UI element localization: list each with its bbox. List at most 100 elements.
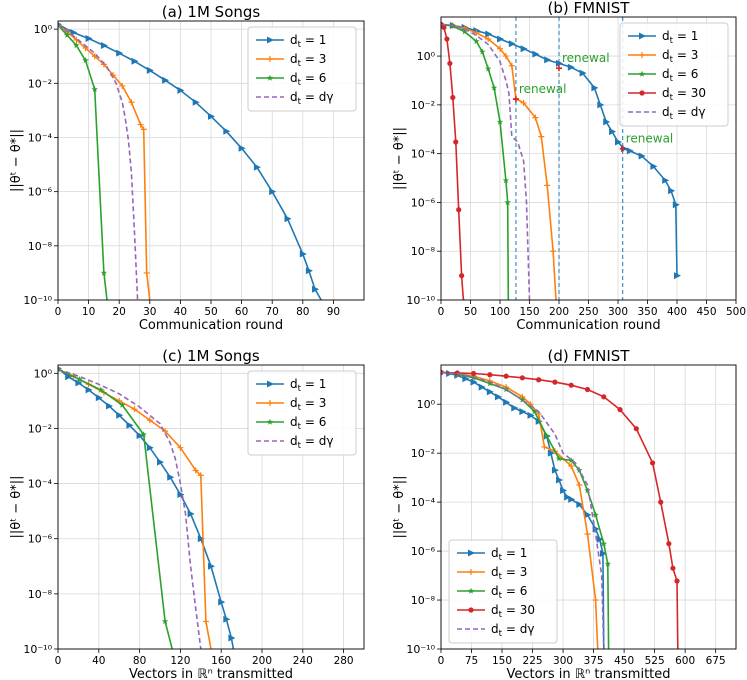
chart-title: (d) FMNIST <box>548 347 631 365</box>
legend-item: dt = 3 <box>256 396 326 413</box>
legend-item: dt = 1 <box>256 33 326 50</box>
data-point <box>670 565 676 571</box>
data-point <box>604 560 612 567</box>
legend-label: dt = 6 <box>290 415 326 432</box>
data-point <box>503 373 509 379</box>
legend-box <box>619 22 729 127</box>
x-tick-label: 80 <box>133 655 146 667</box>
data-point <box>208 562 215 570</box>
data-point <box>100 41 108 49</box>
legend-item: dt = 30 <box>628 86 706 103</box>
series-line <box>441 371 605 649</box>
data-point <box>65 373 73 381</box>
renewal-annotation: renewal <box>626 132 674 146</box>
renewal-annotation: renewal <box>519 82 567 96</box>
axes-frame <box>440 364 737 650</box>
data-point <box>131 406 138 413</box>
x-axis-label: Vectors in ℝⁿ transmitted <box>129 667 293 680</box>
data-point <box>519 408 527 416</box>
data-point <box>543 432 550 439</box>
x-tick-label: 525 <box>645 655 665 667</box>
legend: dt = 1 dt = 3 dt = 6 dt = dγ <box>247 26 357 112</box>
data-point <box>140 431 147 438</box>
data-point <box>497 35 504 43</box>
data-point <box>617 407 623 413</box>
legend-label: dt = 3 <box>290 396 326 413</box>
y-tick-label: 10⁰ <box>34 23 53 36</box>
data-point <box>666 541 672 547</box>
data-point <box>568 457 575 464</box>
x-tick-label: 250 <box>578 306 598 318</box>
x-tick-label: 500 <box>726 306 746 318</box>
legend-label: dt = 3 <box>491 565 527 582</box>
data-point <box>459 273 465 279</box>
data-point <box>162 76 170 84</box>
legend-item: dt = 6 <box>628 67 698 84</box>
legend-marker <box>468 549 475 557</box>
data-point <box>441 24 447 30</box>
renewal-marker <box>556 65 562 72</box>
y-tick-label: 10⁻⁴ <box>28 131 53 144</box>
data-point <box>532 114 539 121</box>
y-tick-label: 10⁻¹⁰ <box>406 643 435 656</box>
y-tick-label: 10⁻² <box>411 99 435 112</box>
y-tick-label: 10⁻⁴ <box>28 478 53 491</box>
data-point <box>552 379 558 385</box>
legend-item: dt = 6 <box>457 584 527 601</box>
data-point <box>564 493 572 501</box>
series-cg <box>58 368 202 649</box>
legend-item: dt = 3 <box>628 48 698 65</box>
y-tick-label: 10⁻⁸ <box>28 240 53 253</box>
data-point <box>486 388 494 396</box>
series-line <box>58 368 202 649</box>
y-axis-label: ||θᵗ − θ*|| <box>9 129 24 192</box>
data-point <box>97 386 105 393</box>
data-point <box>544 182 551 189</box>
x-axis-label: Communication round <box>516 318 660 333</box>
data-point <box>478 383 486 391</box>
data-point <box>662 176 670 184</box>
data-point <box>568 462 575 469</box>
data-point <box>508 40 516 48</box>
panel-1: 0 10 20 30 40 50 60 70 80 90 10⁰ 10⁻² 10⁻⁴ 10⁻⁶ 10⁻⁸ 10… <box>9 3 365 333</box>
data-point <box>538 133 545 140</box>
legend-label: dt = dγ <box>290 90 333 107</box>
data-point <box>485 36 492 43</box>
legend-item: dt = dγ <box>256 434 333 451</box>
data-point <box>599 549 607 557</box>
data-point <box>208 112 215 120</box>
data-point <box>567 63 575 71</box>
data-point <box>503 398 511 406</box>
series-line <box>58 367 235 649</box>
data-point <box>218 598 226 606</box>
data-point <box>447 60 453 67</box>
legend-label: dt = 6 <box>491 584 527 601</box>
data-point <box>143 269 150 276</box>
data-point <box>197 535 205 543</box>
x-tick-label: 150 <box>519 306 539 318</box>
data-point <box>584 487 591 494</box>
legend-item: dt = 30 <box>457 603 535 620</box>
data-point <box>600 540 607 547</box>
data-point <box>299 250 307 258</box>
data-point <box>485 65 492 72</box>
legend-marker <box>468 607 474 613</box>
data-point <box>177 86 185 94</box>
data-point <box>584 530 591 537</box>
chart-title: (c) 1M Songs <box>162 347 260 365</box>
legend-item: dt = dγ <box>628 105 705 122</box>
data-point <box>541 443 548 450</box>
data-point <box>668 187 676 195</box>
legend-label: dt = dγ <box>491 622 534 639</box>
legend-item: dt = 6 <box>256 71 326 88</box>
y-tick-label: 10⁻⁸ <box>411 594 436 607</box>
data-point <box>456 207 462 213</box>
data-point <box>187 510 195 518</box>
x-tick-label: 0 <box>55 306 62 318</box>
data-point <box>550 248 557 255</box>
data-point <box>100 269 108 276</box>
x-tick-label: 350 <box>637 306 657 318</box>
legend-marker <box>267 56 273 62</box>
panel-4: 0 75 150 225 300 375 450 525 600 675 10⁰ 10⁻² 10⁻⁴ 10… <box>392 347 737 680</box>
data-point <box>73 42 80 49</box>
